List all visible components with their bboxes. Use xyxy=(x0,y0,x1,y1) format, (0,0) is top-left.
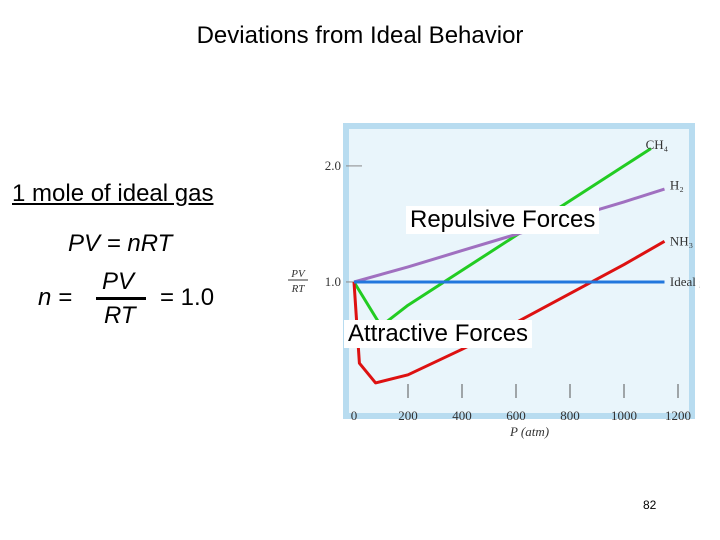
x-tick-label-800: 800 xyxy=(560,408,580,423)
compressibility-chart: 0 200 400 600 800 1000 1200 1.0 2.0 P (atm) PV RT CH… xyxy=(288,123,700,439)
series-line-nh3 xyxy=(352,239,666,385)
series-label-h2: H₂ xyxy=(670,178,684,193)
ideal-gas-label: 1 mole of ideal gas xyxy=(12,180,214,207)
series-label-ideal-gas: Ideal gas xyxy=(670,274,700,289)
x-axis-label: P (atm) xyxy=(509,424,549,439)
series-label-ch4: CH₄ xyxy=(646,137,669,152)
series-label-nh3: NH₃ xyxy=(670,233,693,248)
slide-title: Deviations from Ideal Behavior xyxy=(196,22,524,49)
y-tick-label-2-0: 2.0 xyxy=(325,158,341,173)
series-line-h2 xyxy=(353,187,665,284)
ideal-gas-equation: PV = nRT xyxy=(68,230,173,257)
attractive-forces-callout: Attractive Forces xyxy=(344,320,533,348)
fraction-result: = 1.0 xyxy=(160,284,215,311)
x-tick-label-0: 0 xyxy=(351,408,358,423)
plot-area xyxy=(349,129,689,413)
x-tick-label-600: 600 xyxy=(506,408,526,423)
fraction-bar xyxy=(96,297,146,300)
x-tick-label-1000: 1000 xyxy=(611,408,637,423)
page-number: 82 xyxy=(643,498,657,512)
y-tick-label-1-0: 1.0 xyxy=(325,274,341,289)
y-axis-label-numerator: PV xyxy=(290,268,306,280)
n-equals-label: n = xyxy=(38,284,73,311)
x-tick-label-200: 200 xyxy=(398,408,418,423)
fraction-numerator: PV xyxy=(102,268,135,295)
repulsive-forces-callout: Repulsive Forces xyxy=(406,206,600,234)
x-tick-label-1200: 1200 xyxy=(665,408,691,423)
fraction-denominator: RT xyxy=(104,302,136,329)
y-axis-label-denominator: RT xyxy=(291,283,306,295)
x-tick-label-400: 400 xyxy=(452,408,472,423)
